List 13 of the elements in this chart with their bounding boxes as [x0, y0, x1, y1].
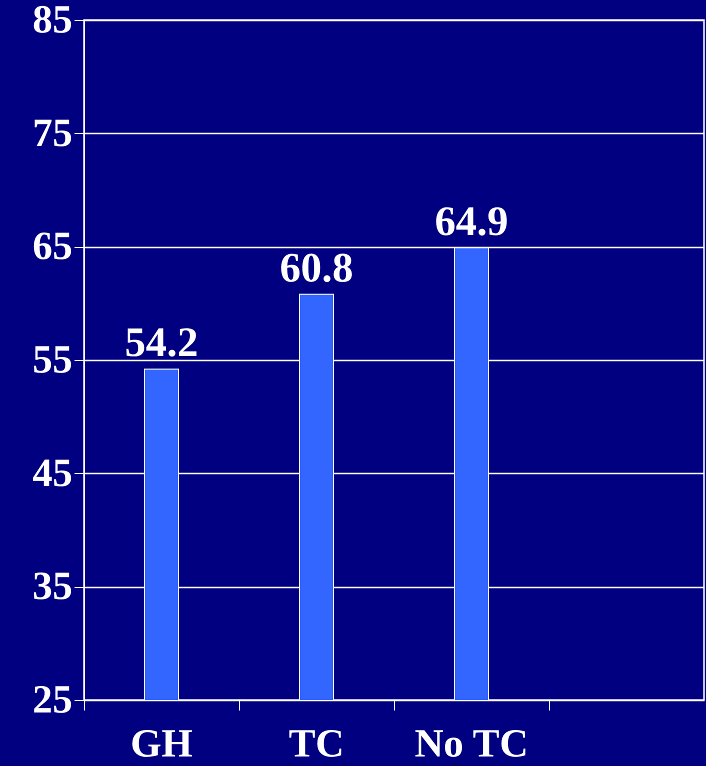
x-tick-label: TC — [288, 720, 344, 766]
y-tick-label: 75 — [32, 110, 72, 155]
y-tick-label: 45 — [32, 450, 72, 495]
y-tick-label: 25 — [32, 676, 72, 722]
x-tick-label: GH — [130, 720, 193, 766]
y-tick-label: 65 — [32, 223, 72, 268]
data-label: 54.2 — [124, 320, 198, 366]
x-tick-label: No TC — [414, 720, 528, 766]
y-tick-label: 55 — [32, 336, 72, 382]
data-label: 64.9 — [434, 198, 508, 245]
data-label: 60.8 — [280, 245, 354, 292]
y-tick-label: 35 — [32, 563, 72, 608]
y-tick-label: 85 — [32, 0, 72, 42]
